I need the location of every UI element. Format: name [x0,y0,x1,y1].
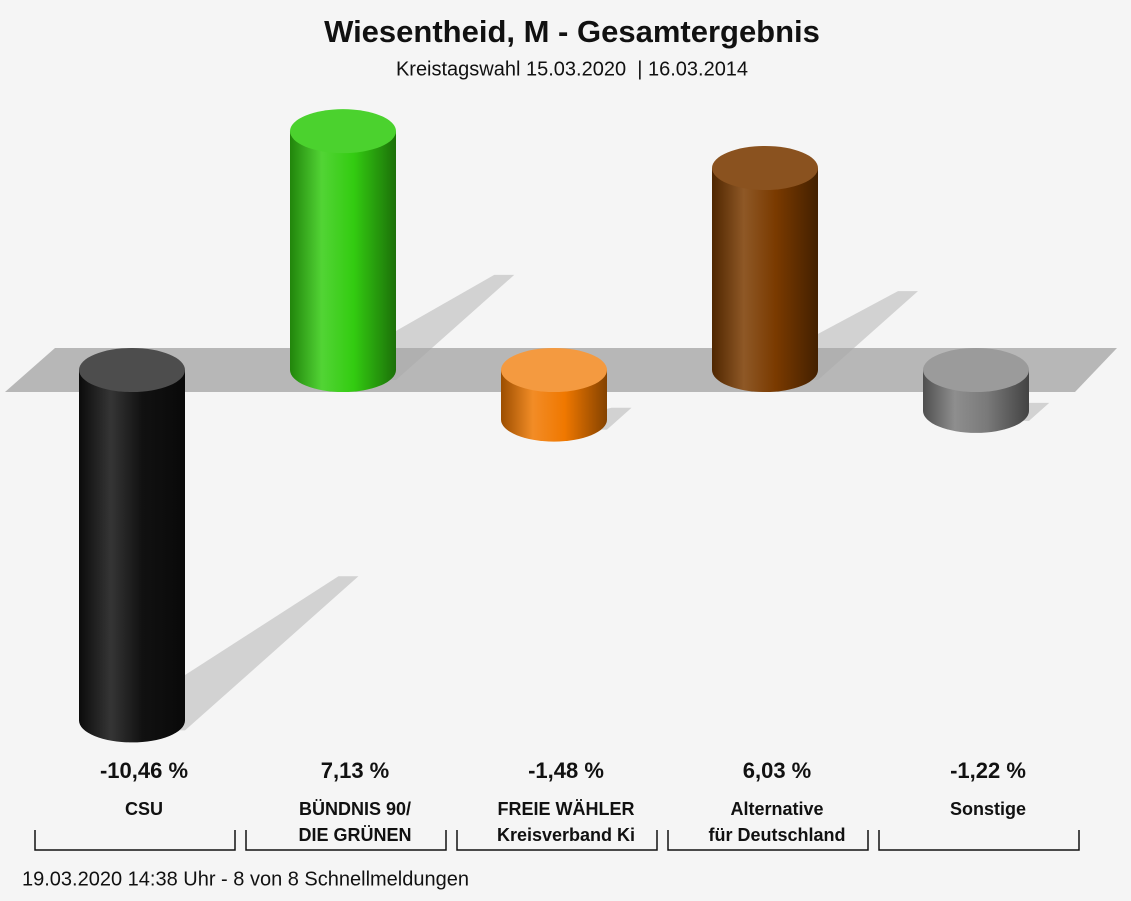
category-label: Alternative [730,799,823,819]
category-label: CSU [125,799,163,819]
bar-top [712,145,818,190]
bar-body [79,370,185,743]
bar-body [712,167,818,392]
value-label: -1,22 % [950,758,1026,783]
bar [290,109,396,392]
bar-body [290,131,396,392]
value-label: 6,03 % [743,758,812,783]
category-bracket [878,830,1080,851]
category-bracket [245,830,447,851]
category-label: BÜNDNIS 90/ [299,799,411,819]
category-label: Sonstige [950,799,1026,819]
bar [712,145,818,392]
category-bracket [456,830,658,851]
category-bracket [667,830,869,851]
bar [79,348,185,743]
bar-top [501,348,607,392]
bar [501,348,607,442]
category-label: für Deutschland [708,825,845,845]
footer: 19.03.2020 14:38 Uhr - 8 von 8 Schnellme… [22,868,469,890]
bar-top [290,109,396,154]
chart-title: Wiesentheid, M - Gesamtergebnis [324,14,820,49]
value-label: -10,46 % [100,758,188,783]
value-label: 7,13 % [321,758,390,783]
category-label: Kreisverband Ki [497,825,635,845]
bar [923,348,1029,433]
category-bracket [34,830,236,851]
value-label: -1,48 % [528,758,604,783]
bar-top [923,348,1029,392]
chart-subtitle: Kreistagswahl 15.03.2020 | 16.03.2014 [396,58,748,80]
bar-top [79,348,185,392]
category-label: DIE GRÜNEN [298,825,411,845]
category-label: FREIE WÄHLER [498,799,635,819]
